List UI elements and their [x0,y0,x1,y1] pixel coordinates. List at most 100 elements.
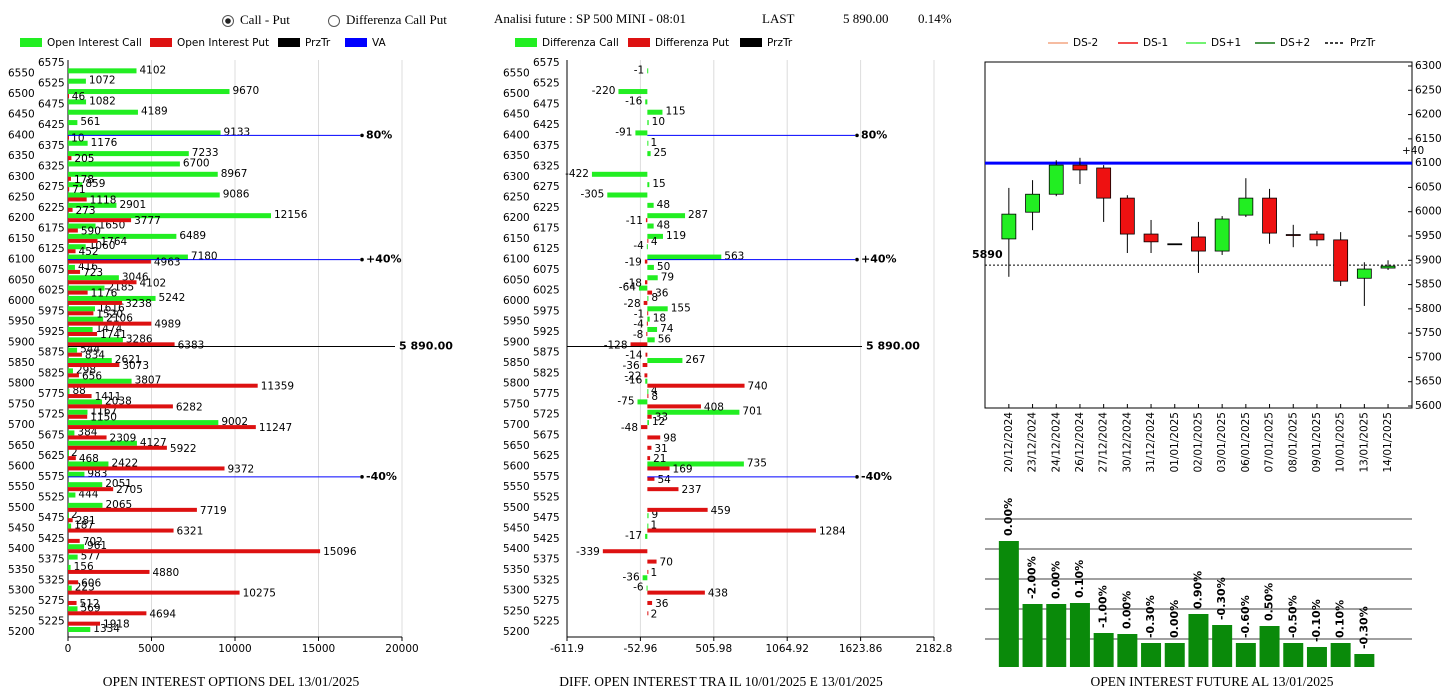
bar [68,290,88,295]
bar-label: 36 [655,288,669,300]
y-tick-label: 5575 [533,471,560,483]
y-tick-label: 5350 [8,564,35,576]
bar [68,435,107,440]
y-tick-label: 5675 [533,429,560,441]
y-tick-label: 6025 [533,285,560,297]
chart-title: DIFF. OPEN INTEREST TRA IL 10/01/2025 E … [559,674,883,689]
bar-label: 18 [653,313,666,325]
bar [647,202,654,208]
candle-body [1096,167,1112,199]
bar-label: 281 [76,515,96,527]
bar-label: 98 [663,432,676,444]
bar-label: 10275 [243,588,276,600]
x-tick-label: 20/12/2024 [1003,412,1015,473]
bar [68,213,272,219]
bar-label: 12156 [274,209,308,221]
bar-label: 561 [80,116,100,128]
bar-label: 5242 [159,292,186,304]
bar-label: 3777 [134,215,161,227]
candle-body [1119,197,1135,235]
candle-body [1143,233,1159,243]
bar [645,533,648,539]
bar [647,611,649,616]
bar [647,435,661,440]
bar [647,254,722,260]
bar-label: 416 [78,261,98,273]
bar-label: 1411 [95,391,122,403]
bar-label: 408 [704,401,724,413]
bar-annotation: 0.00% [1120,591,1133,629]
bar [647,409,740,415]
y-tick-label: 5325 [38,574,65,586]
bar [68,445,167,450]
y-tick-label: 5250 [503,605,530,617]
bar [68,331,98,336]
bar [1117,634,1138,667]
x-tick-label: -611.9 [550,643,584,655]
bar [647,383,745,388]
bar-label: 155 [671,302,691,314]
bar [647,182,650,188]
y-tick-label: 6075 [38,264,65,276]
x-tick-label: 08/01/2025 [1287,412,1299,473]
va-level-marker [855,257,859,262]
bar [68,440,137,446]
bar-label: 590 [81,226,101,238]
y-tick-label: 5400 [503,543,530,555]
radio-button[interactable] [328,15,340,27]
bar [647,523,649,529]
bar [647,264,654,270]
y-tick-label: 6275 [533,181,560,193]
y-tick-label: 6200 [503,212,530,224]
bar [68,269,81,274]
candle-body [1072,164,1088,171]
x-tick-label: 01/01/2025 [1169,412,1181,473]
radio-label[interactable]: Differenza Call Put [346,12,447,27]
x-tick-label: 0 [65,643,72,655]
y-tick-label: 5725 [533,409,560,421]
va-level-label: -40% [366,470,397,483]
bar [68,202,117,208]
bar [68,492,76,498]
bar [647,109,663,115]
bar-label: 1118 [90,194,117,206]
bar [1354,654,1375,667]
y-tick-label: 5475 [38,512,65,524]
x-tick-label: 07/01/2025 [1264,412,1276,473]
bar-label: 4189 [141,106,168,118]
bar-annotation: 0.50% [1263,583,1276,621]
legend-label: VA [372,37,387,49]
bar-label: -1 [634,64,644,76]
bar-label: 6489 [179,230,206,242]
y-tick-label: 5250 [8,605,35,617]
bar [68,523,72,529]
radio-label[interactable]: Call - Put [240,12,290,27]
bar [642,363,648,368]
bar [68,399,103,405]
y-tick-label: 6225 [533,202,560,214]
y-tick-label: 6300 [8,171,35,183]
bar [647,507,708,512]
legend-swatch [20,38,42,47]
bar [647,461,744,467]
bar [68,176,71,181]
candle-body [1380,265,1396,269]
bar [647,528,816,533]
bar-label: 6321 [177,526,204,538]
bar [644,259,648,264]
bar-annotation: -1.00% [1097,585,1110,628]
bar-label: -1 [634,308,644,320]
bar-annotation: -0.30% [1215,577,1228,620]
bar [68,207,73,212]
bar [1141,643,1162,667]
bar [647,559,657,564]
y-tick-label: 6325 [38,160,65,172]
bar [68,600,77,605]
bar [68,347,78,353]
y-tick-label: 5650 [8,440,35,452]
bar-annotation: -0.30% [1144,595,1157,638]
bar-label: 1 [650,137,657,149]
bar-annotation: -0.50% [1286,595,1299,638]
y-tick-label: 6150 [503,233,530,245]
